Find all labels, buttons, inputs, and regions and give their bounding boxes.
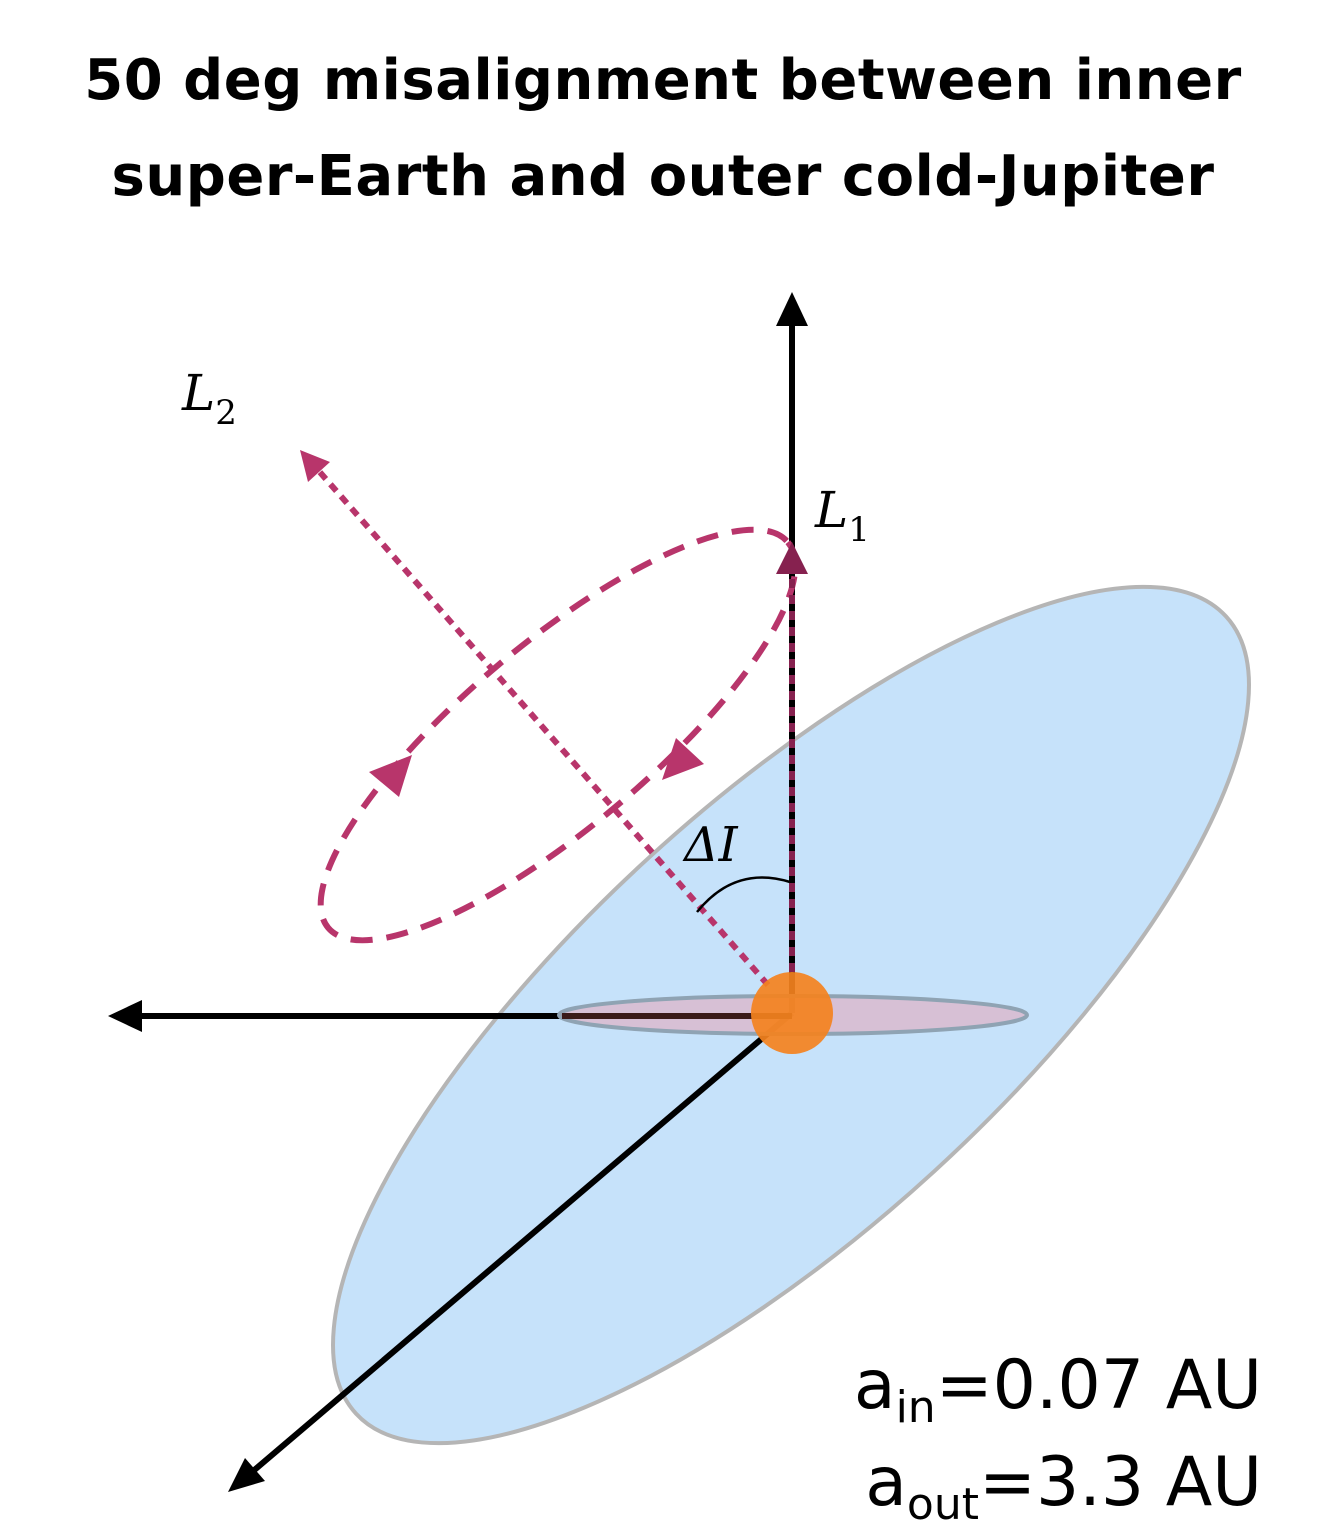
a-in-label: ain=0.07 AU [854, 1346, 1262, 1433]
z-axis-arrowhead [228, 1458, 265, 1492]
precession-arrow-down [662, 738, 704, 780]
L1-label: L1 [814, 481, 870, 550]
L2-label: L2 [181, 364, 237, 433]
x-axis-arrowhead [108, 1000, 142, 1032]
z-axis [250, 1010, 794, 1475]
precession-path [317, 526, 799, 944]
a-out-label: aout=3.3 AU [865, 1443, 1262, 1530]
L2-vector [315, 468, 771, 987]
star [751, 972, 833, 1054]
y-axis-arrowhead [776, 292, 808, 326]
precession-arrow-up [369, 755, 412, 797]
title-line-2: super-Earth and outer cold-Jupiter [111, 144, 1215, 209]
L1-arrowhead [776, 542, 808, 574]
title-line-1: 50 deg misalignment between inner [84, 48, 1242, 113]
L2-arrowhead [300, 450, 330, 482]
delta-I-arc [696, 876, 791, 913]
delta-I-label: ΔI [682, 817, 739, 873]
